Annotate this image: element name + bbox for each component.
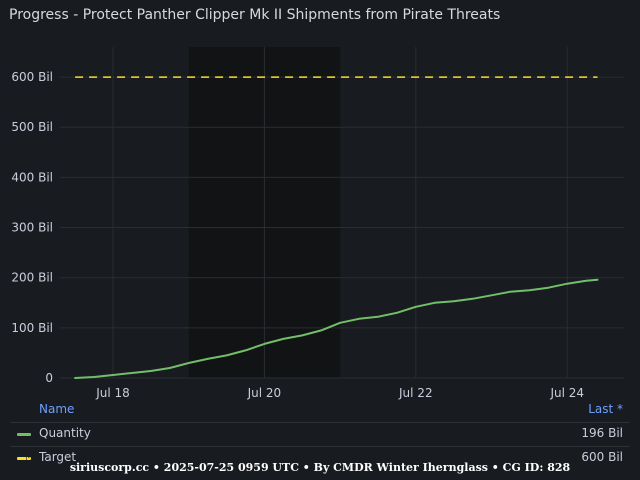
y-tick-label: 100 Bil: [11, 321, 53, 335]
legend-swatch-quantity: [17, 433, 31, 436]
legend-header-last[interactable]: Last *: [588, 402, 623, 416]
y-tick-label: 500 Bil: [11, 120, 53, 134]
x-tick-label: Jul 24: [549, 386, 584, 400]
panel-title: Progress - Protect Panther Clipper Mk II…: [9, 7, 501, 23]
legend-row-quantity[interactable]: Quantity 196 Bil: [10, 422, 630, 446]
footer-credit: siriuscorp.cc • 2025-07-25 0959 UTC • By…: [69, 461, 571, 474]
progress-line-chart: 0 100 Bil 200 Bil 300 Bil 400 Bil 500 Bil 600 …: [11, 47, 624, 400]
series-line-quantity: [74, 278, 599, 379]
legend-value-quantity: 196 Bil: [581, 426, 623, 440]
y-tick-label: 300 Bil: [11, 221, 53, 235]
legend-swatch-target: [17, 457, 31, 460]
legend-divider: [10, 422, 630, 423]
legend-divider: [10, 446, 630, 447]
y-tick-label: 400 Bil: [11, 170, 53, 184]
legend-row-target[interactable]: Target 600 Bil: [10, 446, 630, 470]
legend-header-name[interactable]: Name: [39, 402, 75, 416]
legend-label-target: Target: [39, 450, 77, 464]
legend-label-quantity: Quantity: [39, 426, 91, 440]
y-tick-label: 200 Bil: [11, 271, 53, 285]
y-tick-label: 600 Bil: [11, 70, 53, 84]
y-tick-label: 0: [45, 371, 53, 385]
x-tick-label: Jul 18: [95, 386, 130, 400]
legend-value-target: 600 Bil: [581, 450, 623, 464]
x-tick-label: Jul 22: [398, 386, 433, 400]
x-tick-label: Jul 20: [247, 386, 282, 400]
